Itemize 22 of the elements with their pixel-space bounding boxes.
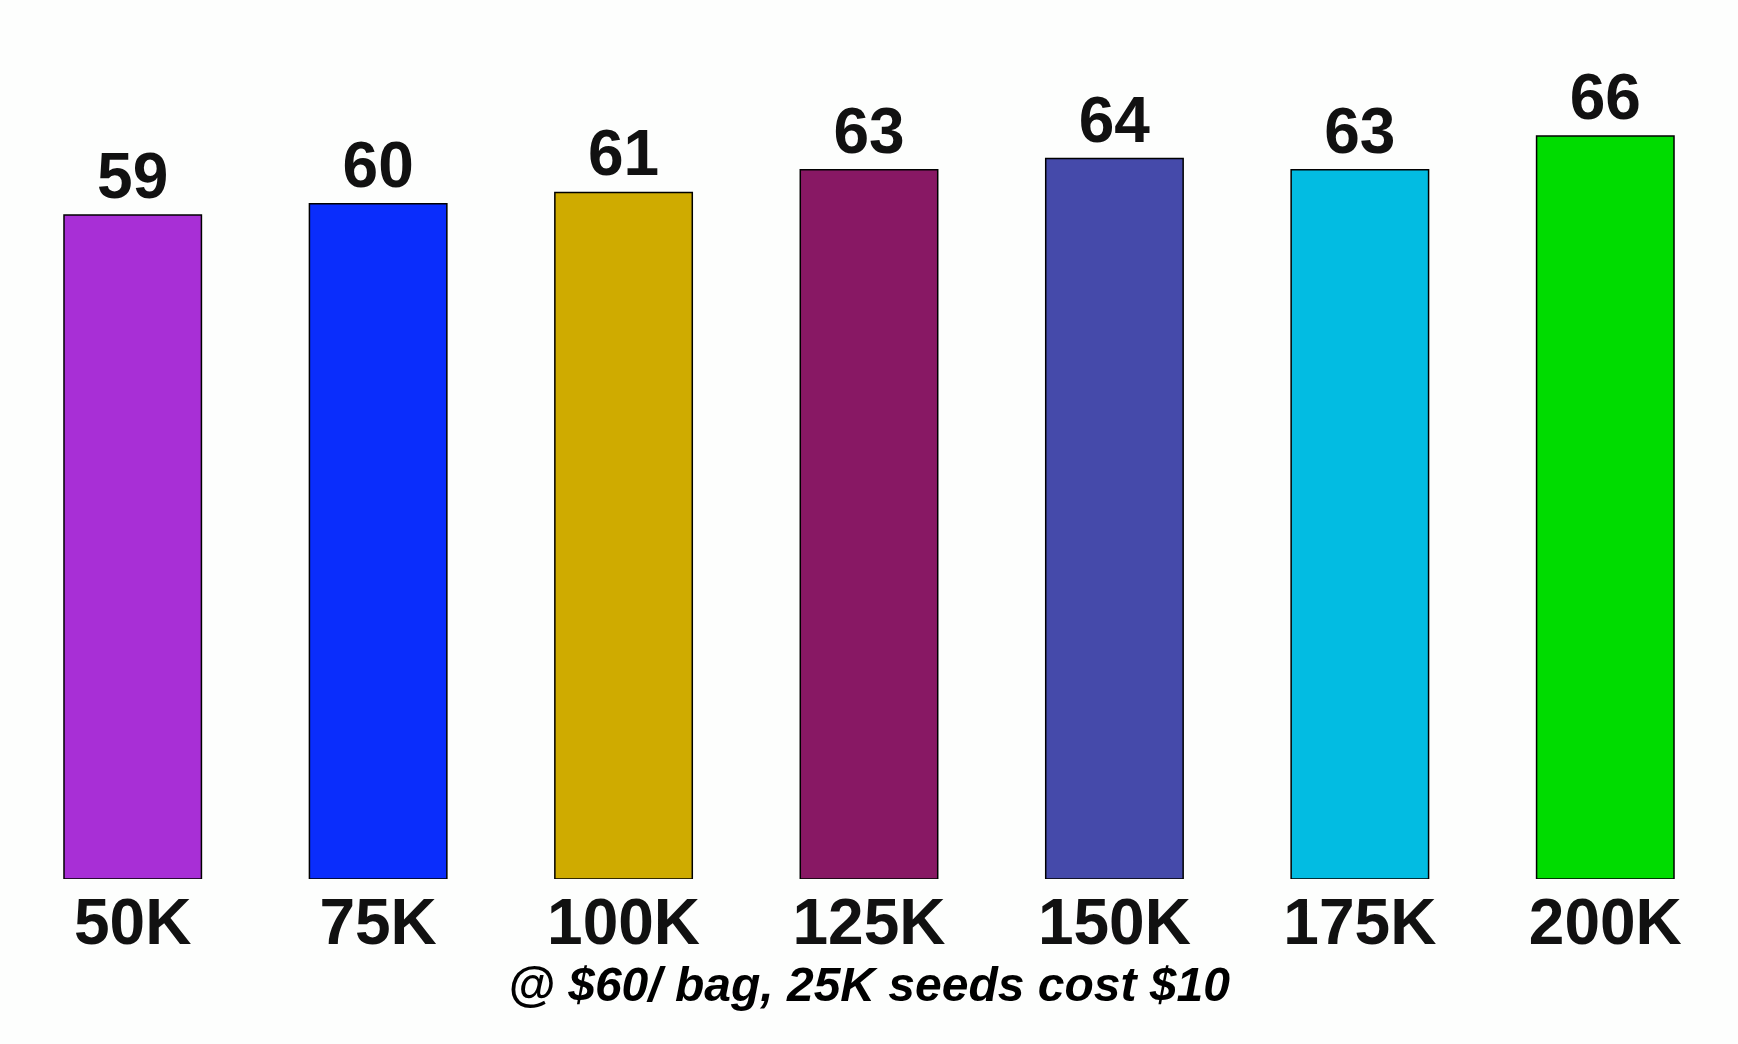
data-label: 66 <box>1569 61 1641 134</box>
bar <box>1535 135 1675 879</box>
x-axis-title: @ $60/ bag, 25K seeds cost $10 <box>508 958 1231 1011</box>
data-label: 60 <box>342 128 414 201</box>
bar <box>799 169 939 879</box>
bar <box>63 214 203 879</box>
bar <box>1290 169 1430 879</box>
data-label: 61 <box>587 117 660 190</box>
x-tick-label: 100K <box>547 886 701 958</box>
x-tick-label: 50K <box>74 886 192 958</box>
data-label: 63 <box>1324 94 1396 167</box>
bar <box>554 191 694 879</box>
data-label: 64 <box>1078 83 1151 156</box>
x-tick-label: 125K <box>792 886 946 958</box>
x-tick-label: 200K <box>1528 886 1682 958</box>
bar <box>1044 157 1184 879</box>
x-tick-label: 150K <box>1037 886 1191 958</box>
data-label: 63 <box>833 94 905 167</box>
x-tick-label: 175K <box>1283 886 1437 958</box>
data-label: 59 <box>97 139 169 212</box>
bar <box>308 202 448 879</box>
x-tick-label: 75K <box>319 886 437 958</box>
